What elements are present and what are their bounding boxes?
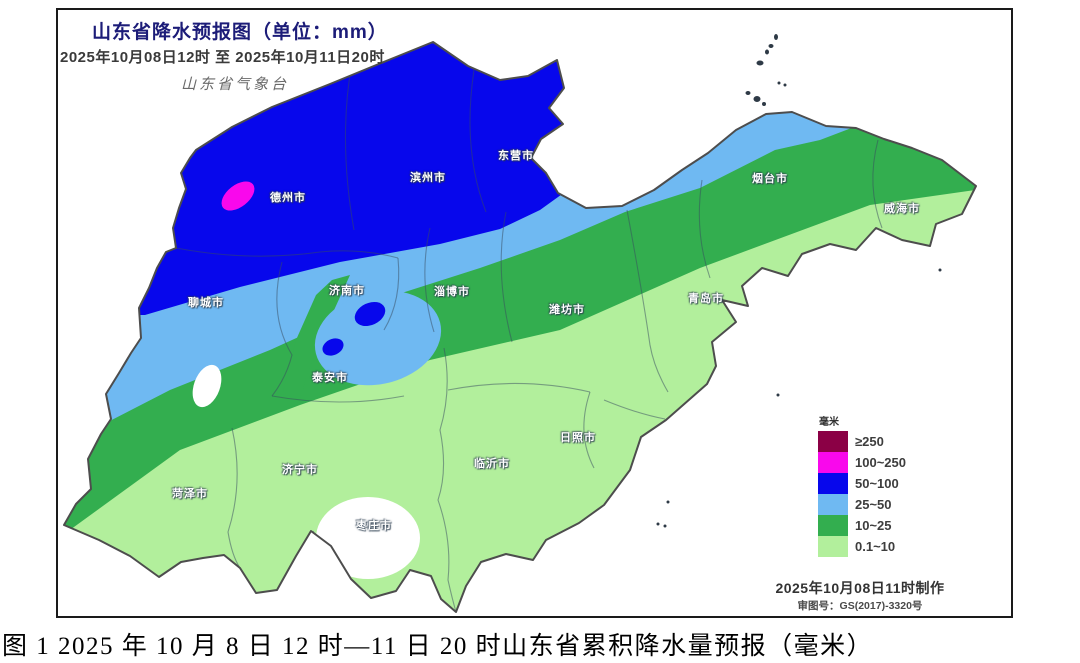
legend-label: ≥250: [855, 434, 884, 449]
extreme-rain-blob: [221, 181, 255, 211]
legend-items: ≥250 100~250 50~100 25~50 10~25 0.1~10: [818, 431, 906, 557]
city-label: 潍坊市: [549, 304, 585, 316]
legend-swatch: [818, 515, 848, 536]
city-label: 菏泽市: [172, 488, 208, 500]
city-label: 日照市: [560, 432, 596, 444]
rainstorm-blob: [354, 301, 386, 327]
province-outline: [63, 41, 977, 613]
city-label: 济宁市: [282, 464, 318, 476]
legend-swatch: [818, 431, 848, 452]
legend-swatch: [818, 494, 848, 515]
city-label: 德州市: [270, 192, 306, 204]
figure-caption: 图 1 2025 年 10 月 8 日 12 时—11 日 20 时山东省累积降…: [2, 633, 874, 660]
city-label: 东营市: [498, 150, 534, 162]
map-date-range: 2025年10月08日12时 至 2025年10月11日20时: [60, 49, 385, 66]
city-boundaries: [175, 61, 883, 612]
city-label: 滨州市: [410, 172, 446, 184]
city-label: 枣庄市: [356, 520, 392, 532]
zaozhuang-dry-zone: [316, 497, 420, 579]
islands: [656, 34, 942, 528]
city-label: 威海市: [884, 203, 920, 215]
city-label: 泰安市: [312, 372, 348, 384]
legend-swatch: [818, 452, 848, 473]
city-label: 济南市: [329, 285, 365, 297]
legend-swatch: [818, 536, 848, 557]
map-border-frame: [56, 8, 1013, 618]
city-label: 青岛市: [688, 293, 724, 305]
city-label: 淄博市: [434, 286, 470, 298]
legend-label: 50~100: [855, 476, 899, 491]
city-label: 临沂市: [474, 458, 510, 470]
map-agency: 山东省气象台: [180, 76, 289, 93]
legend-swatch: [818, 473, 848, 494]
taian-heavy-rain-tongue: [314, 290, 442, 386]
legend-item: 25~50: [818, 494, 906, 515]
legend-item: 10~25: [818, 515, 906, 536]
city-label: 聊城市: [188, 297, 224, 309]
legend-label: 10~25: [855, 518, 892, 533]
legend-label: 0.1~10: [855, 539, 896, 554]
legend-label: 100~250: [855, 455, 906, 470]
legend-item: 0.1~10: [818, 536, 906, 557]
map-title: 山东省降水预报图（单位：mm）: [92, 22, 388, 43]
legend-label: 25~50: [855, 497, 892, 512]
legend-title: 毫米: [819, 417, 839, 428]
rainstorm-blob: [322, 338, 344, 356]
dongping-lake: [192, 364, 222, 408]
legend-item: 50~100: [818, 473, 906, 494]
city-label: 烟台市: [752, 173, 788, 185]
legend-item: 100~250: [818, 452, 906, 473]
made-time: 2025年10月08日11时制作: [775, 580, 945, 596]
legend-item: ≥250: [818, 431, 906, 452]
license-number: 审图号：GS(2017)-3320号: [797, 600, 923, 612]
legend: 毫米 ≥250 100~250 50~100 25~50 10~25 0.1~10: [818, 413, 906, 557]
